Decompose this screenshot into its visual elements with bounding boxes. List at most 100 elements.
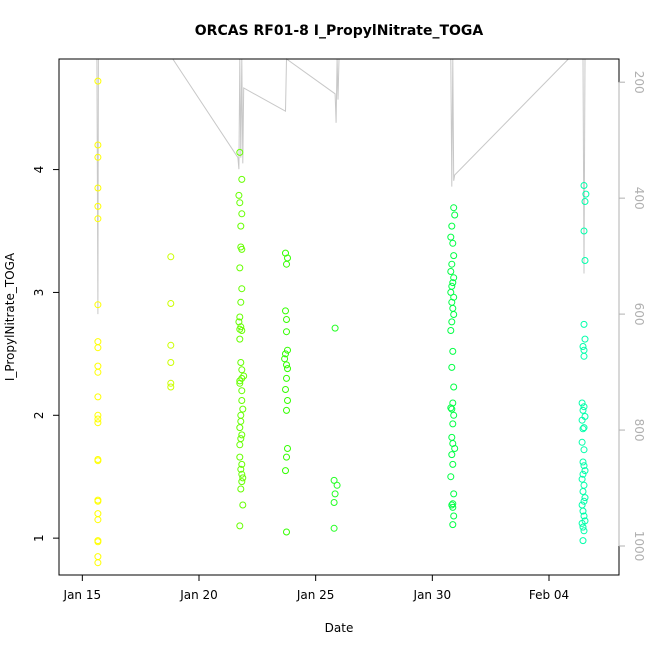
data-point (449, 347, 457, 355)
data-point (238, 397, 246, 404)
altitude-line-layer (96, 58, 586, 315)
data-point (238, 460, 246, 468)
plot-frame (58, 58, 620, 576)
data-point (94, 419, 102, 427)
data-point (94, 368, 102, 376)
data-point (448, 318, 456, 326)
data-point (580, 462, 588, 470)
data-point (167, 379, 175, 387)
data-point (237, 465, 245, 473)
data-point (449, 460, 457, 468)
data-point (94, 415, 102, 423)
data-point (236, 148, 244, 156)
data-point (449, 279, 457, 287)
data-point (237, 435, 245, 443)
data-point (579, 507, 587, 515)
data-point (580, 227, 588, 235)
data-point (450, 252, 458, 260)
data-point (235, 191, 243, 199)
data-point (283, 528, 290, 536)
data-point (580, 512, 588, 520)
data-point (94, 338, 102, 346)
data-point (94, 411, 102, 419)
y-axis: 1 2 3 4 (32, 166, 60, 542)
data-point (449, 521, 457, 529)
data-point (449, 304, 457, 312)
data-point (94, 202, 102, 210)
right-y-tick-label: 800 (632, 419, 646, 442)
data-point (581, 467, 589, 475)
data-point (578, 416, 586, 424)
data-point (581, 494, 589, 502)
data-point (283, 260, 290, 268)
data-point (578, 519, 586, 527)
data-point (579, 425, 587, 433)
data-point (94, 457, 102, 465)
data-point (447, 473, 455, 481)
x-tick-label: Jan 30 (413, 588, 452, 602)
data-point (281, 355, 289, 363)
data-point (450, 411, 458, 419)
data-point (284, 397, 291, 404)
data-point (239, 501, 247, 509)
data-point (94, 516, 102, 524)
right-y-tick-label: 400 (632, 187, 646, 210)
data-point (284, 365, 291, 373)
right-y-tick-label: 200 (632, 71, 646, 94)
data-point (448, 451, 456, 459)
data-point (238, 285, 246, 293)
altitude-line (96, 58, 586, 315)
data-point (330, 524, 338, 532)
x-tick-label: Jan 20 (179, 588, 218, 602)
data-point (580, 346, 588, 354)
data-point (448, 282, 456, 290)
right-y-axis: 200 400 600 800 1000 (618, 71, 646, 561)
data-point (94, 362, 102, 370)
data-point (282, 307, 289, 315)
data-point (238, 366, 246, 374)
data-point (284, 445, 291, 452)
data-point (238, 210, 246, 218)
data-point (580, 403, 588, 411)
data-point (447, 233, 455, 241)
chart-title: ORCAS RF01-8 I_PropylNitrate_TOGA (195, 23, 484, 39)
data-point (167, 300, 175, 307)
data-point (94, 553, 102, 561)
data-point (450, 512, 458, 520)
data-point (450, 311, 458, 318)
data-point (236, 441, 244, 449)
data-point (94, 153, 102, 161)
data-point (283, 406, 290, 414)
data-point (449, 503, 457, 511)
data-point (450, 383, 458, 391)
data-point (94, 538, 102, 546)
data-point (581, 198, 589, 205)
data-point (236, 522, 244, 530)
x-tick-label: Jan 25 (296, 588, 335, 602)
data-point (237, 411, 245, 419)
data-point (237, 222, 245, 230)
data-point (283, 328, 290, 336)
data-point (579, 537, 587, 545)
data-point (94, 497, 102, 505)
data-point (237, 485, 245, 493)
y-tick-label: 4 (32, 166, 46, 174)
data-point (581, 257, 589, 264)
x-axis-label: Date (325, 621, 354, 635)
data-point (94, 510, 102, 518)
data-point (236, 264, 244, 272)
data-point (236, 199, 244, 207)
data-point (239, 405, 247, 413)
data-point (238, 431, 246, 439)
data-point (580, 481, 588, 489)
data-point (449, 500, 457, 508)
data-point (94, 215, 102, 223)
data-point (94, 344, 102, 352)
data-point (238, 470, 246, 478)
data-point (580, 320, 588, 328)
data-point (448, 260, 456, 268)
data-point (330, 499, 338, 506)
data-point (579, 470, 587, 478)
data-point (447, 404, 455, 412)
data-point (330, 476, 338, 484)
